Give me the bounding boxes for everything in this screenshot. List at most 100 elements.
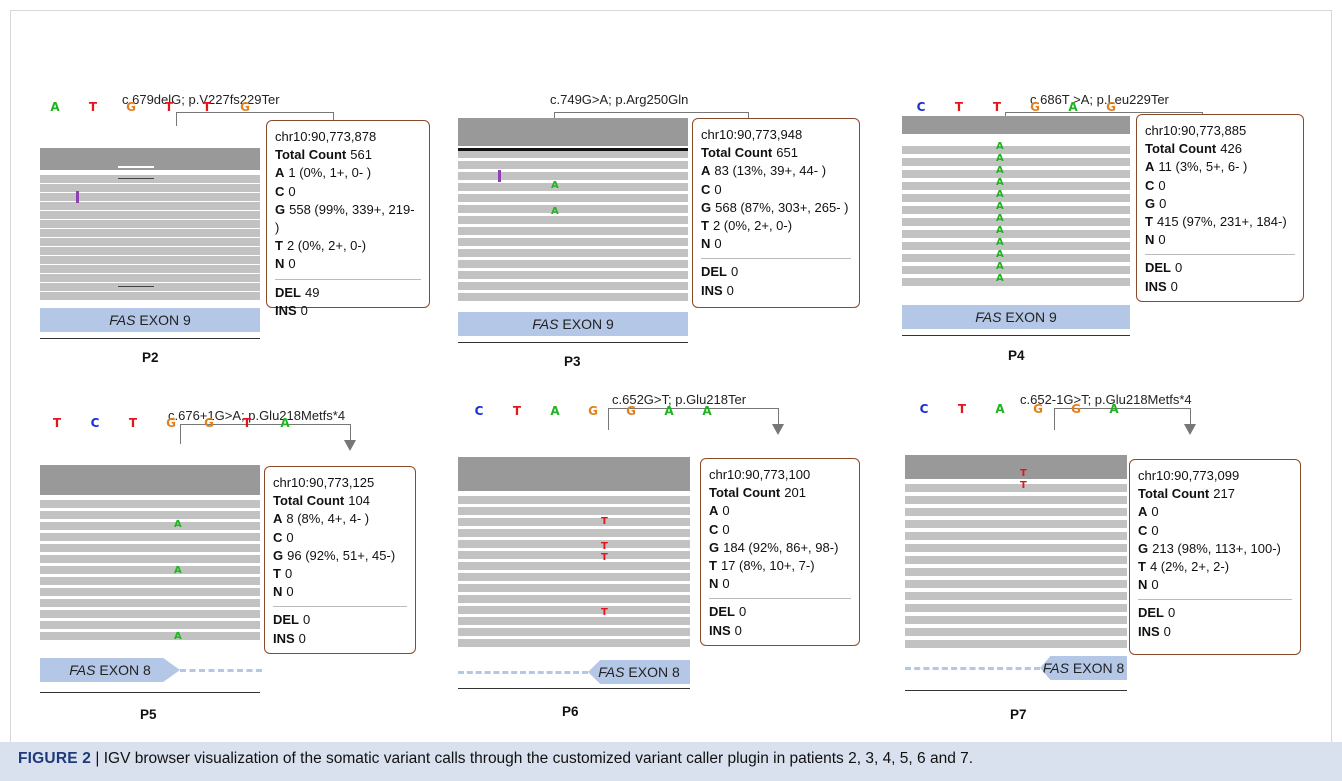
read-row[interactable] <box>905 556 1127 564</box>
read-row[interactable] <box>40 238 260 246</box>
read-row[interactable] <box>458 628 690 636</box>
read-row[interactable] <box>40 256 260 264</box>
read-row[interactable] <box>905 484 1127 492</box>
allele-row: A 83 (13%, 39+, 44- ) <box>701 162 851 180</box>
read-row[interactable] <box>458 282 688 290</box>
coverage-bar <box>458 118 688 146</box>
allele-label: N <box>275 256 285 272</box>
read-row[interactable] <box>905 592 1127 600</box>
read-row[interactable] <box>458 551 690 559</box>
read-row[interactable] <box>905 616 1127 624</box>
read-row[interactable] <box>40 274 260 282</box>
read-row[interactable] <box>458 529 690 537</box>
read-row[interactable] <box>40 202 260 210</box>
read-row[interactable] <box>905 604 1127 612</box>
read-row[interactable] <box>902 206 1130 214</box>
read-bar-black <box>458 148 688 151</box>
read-row[interactable] <box>458 216 688 224</box>
read-row[interactable] <box>40 511 260 519</box>
exon-feature[interactable]: FAS EXON 9 <box>458 312 688 336</box>
read-row[interactable] <box>458 183 688 191</box>
read-row[interactable] <box>40 522 260 530</box>
read-row[interactable] <box>905 544 1127 552</box>
read-row[interactable] <box>458 194 688 202</box>
read-row[interactable] <box>40 610 260 618</box>
read-row[interactable] <box>902 170 1130 178</box>
read-row[interactable] <box>40 211 260 219</box>
read-row[interactable] <box>458 617 690 625</box>
read-row[interactable] <box>40 193 260 201</box>
read-row[interactable] <box>458 172 688 180</box>
read-row[interactable] <box>458 293 688 301</box>
exon-label: EXON 8 <box>628 664 680 680</box>
read-row[interactable] <box>902 266 1130 274</box>
read-row[interactable] <box>40 292 260 300</box>
read-row[interactable] <box>902 218 1130 226</box>
read-row[interactable] <box>458 540 690 548</box>
exon-feature[interactable]: FAS EXON 9 <box>40 308 260 332</box>
read-row[interactable] <box>458 573 690 581</box>
exon-feature[interactable]: FAS EXON 8 <box>40 658 180 682</box>
read-row[interactable] <box>902 182 1130 190</box>
read-row[interactable] <box>458 562 690 570</box>
read-row[interactable] <box>905 532 1127 540</box>
read-row[interactable] <box>458 584 690 592</box>
exon-feature[interactable]: FAS EXON 8 <box>1040 656 1127 680</box>
read-row[interactable] <box>40 229 260 237</box>
read-row[interactable] <box>40 621 260 629</box>
mismatch-a: A <box>174 519 182 530</box>
read-row[interactable] <box>458 595 690 603</box>
read-row[interactable] <box>40 265 260 273</box>
read-row[interactable] <box>458 271 688 279</box>
read-row[interactable] <box>902 158 1130 166</box>
read-row[interactable] <box>458 606 690 614</box>
read-row[interactable] <box>905 520 1127 528</box>
read-row[interactable] <box>902 230 1130 238</box>
variant-bracket-right <box>1190 408 1191 424</box>
read-row[interactable] <box>40 283 260 291</box>
intron-line <box>905 667 1040 670</box>
read-row[interactable] <box>458 238 688 246</box>
read-row[interactable] <box>40 599 260 607</box>
read-row[interactable] <box>458 518 690 526</box>
read-row[interactable] <box>905 496 1127 504</box>
read-row[interactable] <box>40 500 260 508</box>
read-row[interactable] <box>40 220 260 228</box>
read-row[interactable] <box>40 566 260 574</box>
read-row[interactable] <box>458 249 688 257</box>
read-row[interactable] <box>40 588 260 596</box>
read-row[interactable] <box>40 577 260 585</box>
read-row[interactable] <box>905 628 1127 636</box>
read-row[interactable] <box>905 580 1127 588</box>
read-row[interactable] <box>458 260 688 268</box>
read-row[interactable] <box>905 640 1127 648</box>
read-row[interactable] <box>40 247 260 255</box>
read-row[interactable] <box>40 175 260 183</box>
read-row[interactable] <box>458 161 688 169</box>
read-row[interactable] <box>458 507 690 515</box>
read-row[interactable] <box>905 568 1127 576</box>
allele-row: T 415 (97%, 231+, 184-) <box>1145 213 1295 231</box>
read-row[interactable] <box>40 544 260 552</box>
allele-value: 96 (92%, 51+, 45-) <box>287 547 396 563</box>
read-row[interactable] <box>902 242 1130 250</box>
read-row[interactable] <box>905 508 1127 516</box>
read-row[interactable] <box>40 555 260 563</box>
read-row[interactable] <box>458 205 688 213</box>
exon-feature[interactable]: FAS EXON 8 <box>588 660 690 684</box>
popup-divider <box>1145 254 1295 256</box>
read-row[interactable] <box>902 254 1130 262</box>
variant-bracket <box>180 424 350 425</box>
read-row[interactable] <box>458 496 690 504</box>
read-row[interactable] <box>458 639 690 647</box>
read-row[interactable] <box>40 533 260 541</box>
exon-feature[interactable]: FAS EXON 9 <box>902 305 1130 329</box>
read-row[interactable] <box>902 194 1130 202</box>
read-row[interactable] <box>902 146 1130 154</box>
read-row[interactable] <box>40 632 260 640</box>
variant-label: c.679delG; p.V227fs229Ter <box>122 92 280 107</box>
read-row[interactable] <box>902 278 1130 286</box>
read-row[interactable] <box>458 227 688 235</box>
read-row[interactable] <box>40 184 260 192</box>
read-row[interactable] <box>458 150 688 158</box>
